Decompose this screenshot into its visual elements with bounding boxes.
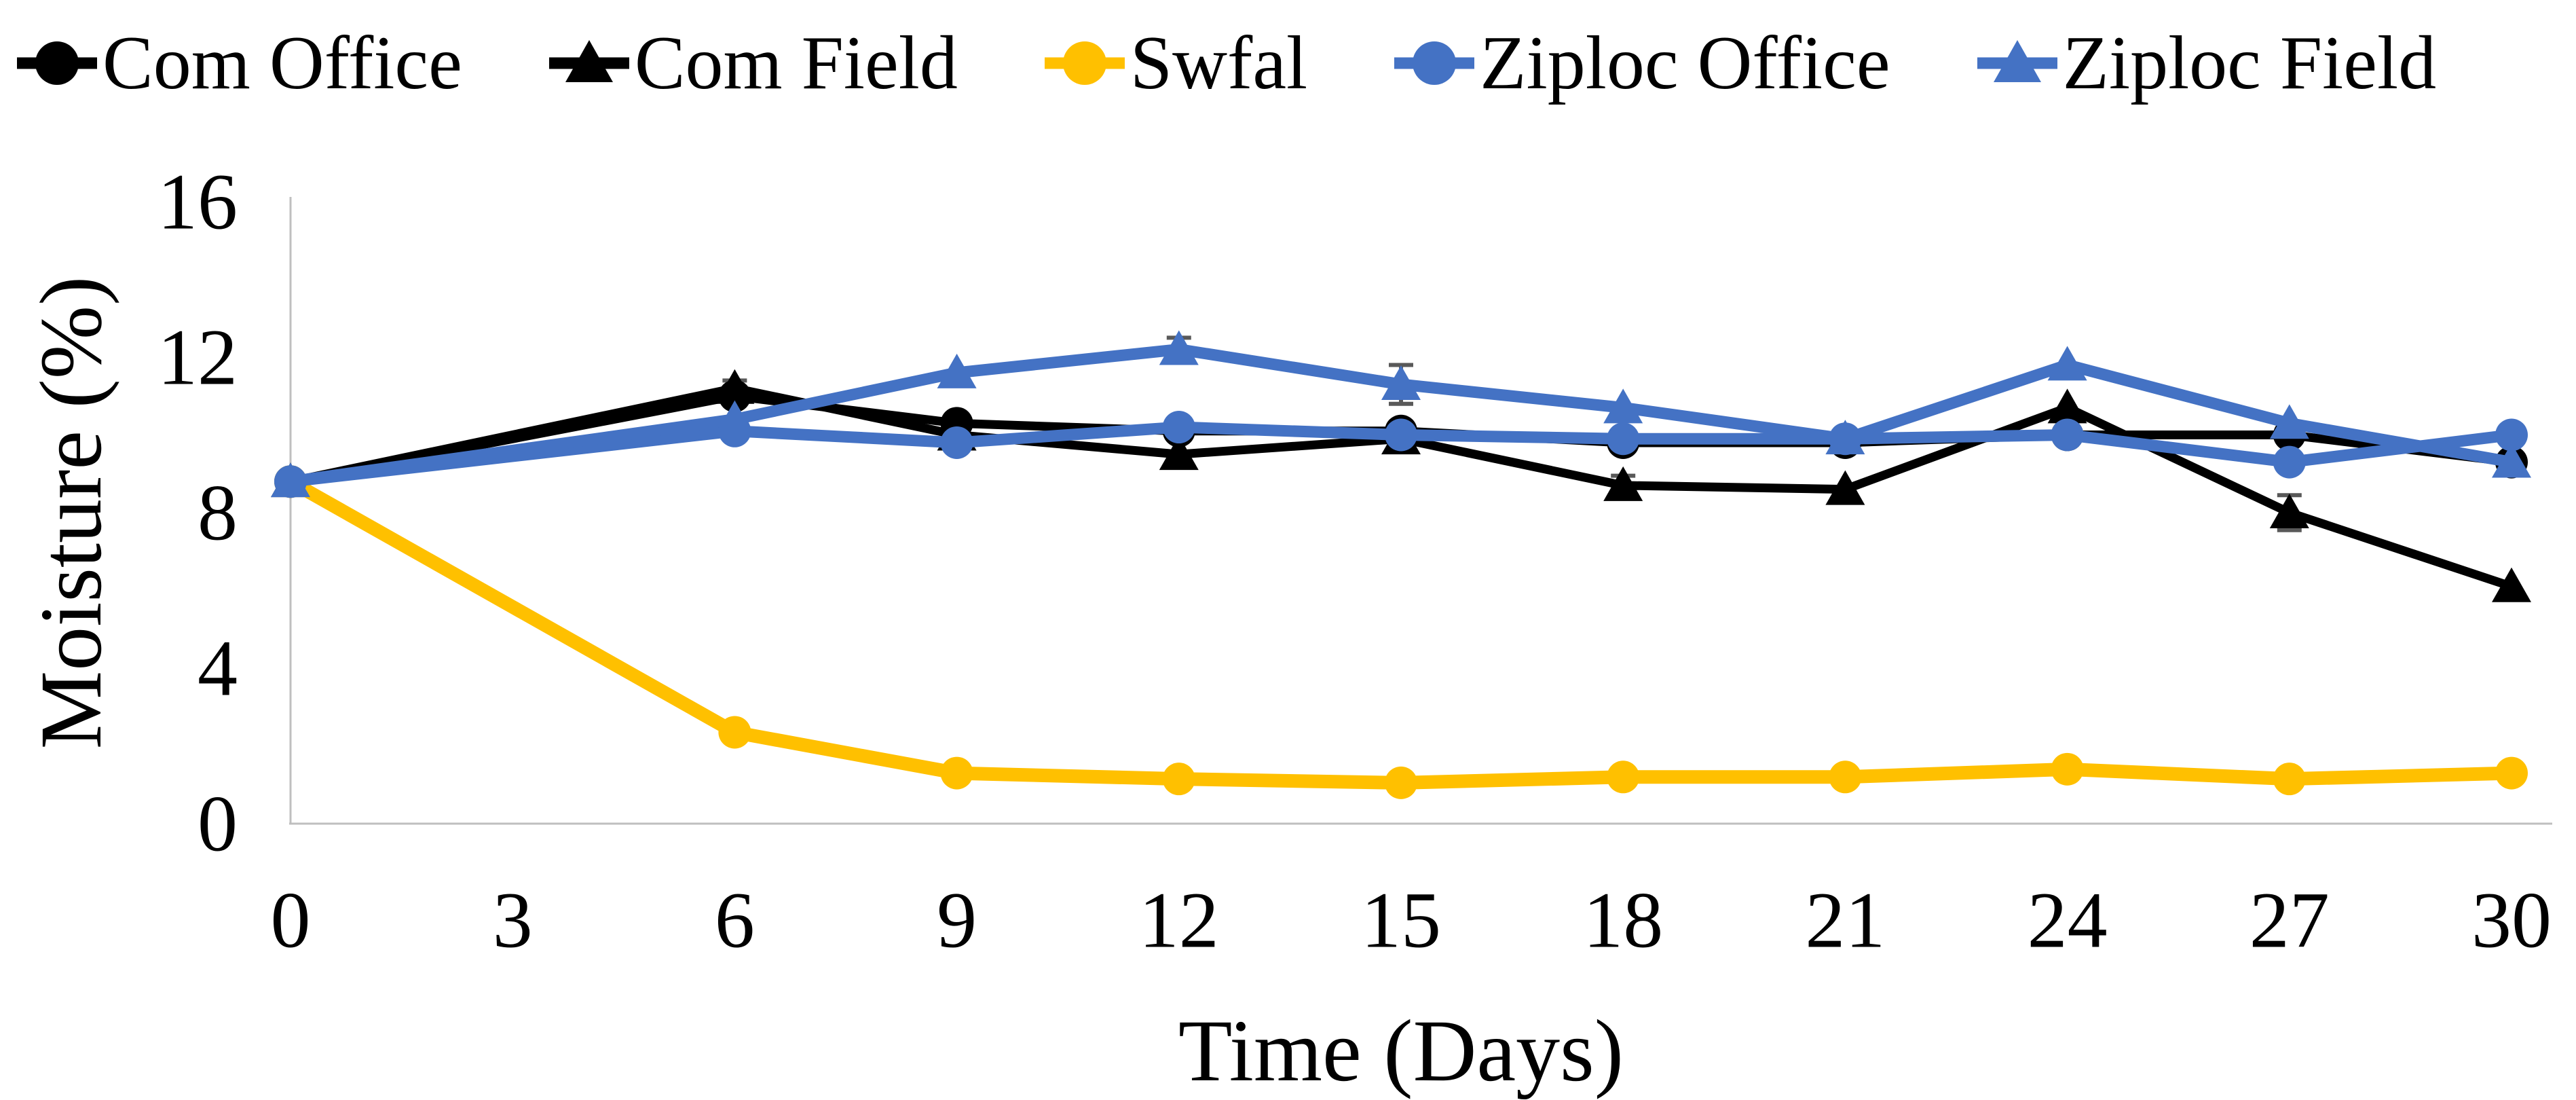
y-tick-label: 12 [157, 313, 238, 402]
legend-item-ziploc-field: Ziploc Field [1977, 21, 2437, 105]
legend-marker-circle-icon [1394, 41, 1475, 85]
legend-label: Ziploc Office [1480, 21, 1890, 105]
series-line-ziploc-office [290, 421, 2513, 488]
legend-marker-triangle-icon [548, 40, 629, 82]
data-point-circle [1385, 766, 1417, 799]
data-point-circle [718, 716, 751, 749]
legend-item-swfal: Swfal [1044, 21, 1308, 105]
legend-label: Swfal [1130, 21, 1308, 105]
y-tick-label: 4 [198, 624, 238, 713]
data-point-circle [1162, 411, 1195, 444]
x-tick-label: 0 [271, 876, 311, 965]
legend-marker-circle-icon [17, 41, 97, 85]
x-tick-label: 15 [1361, 876, 1441, 965]
data-point-triangle [2269, 494, 2309, 528]
data-point-triangle [1381, 365, 1421, 401]
data-point-triangle [2269, 404, 2309, 439]
data-point-triangle [1159, 435, 1199, 471]
x-tick-label: 12 [1139, 876, 1219, 965]
x-tick-label: 24 [2028, 876, 2108, 965]
series-line-swfal [287, 475, 2512, 790]
data-point-circle [1385, 418, 1417, 452]
y-tick-label: 16 [157, 158, 238, 246]
x-tick-label: 6 [715, 876, 755, 965]
legend-label: Com Field [634, 21, 958, 105]
chart-legend: Com Office Com Field Swfal Ziploc Office Zip… [17, 12, 2436, 114]
data-point-triangle [937, 353, 977, 388]
data-point-triangle [1825, 420, 1865, 455]
data-point-triangle [1603, 388, 1643, 424]
legend-marker-triangle-icon [1977, 40, 2057, 82]
data-point-circle [2495, 418, 2528, 452]
y-tick-label: 0 [198, 780, 238, 868]
data-point-circle [2273, 763, 2306, 796]
x-tick-label: 3 [493, 876, 533, 965]
data-point-triangle [2492, 567, 2531, 602]
data-point-circle [1829, 760, 1862, 794]
x-tick-label: 18 [1583, 876, 1663, 965]
data-point-triangle [1159, 330, 1199, 365]
y-tick-label: 8 [198, 469, 238, 557]
data-point-triangle [715, 400, 755, 435]
legend-item-ziploc-office: Ziploc Office [1394, 25, 1890, 101]
data-point-triangle [1603, 466, 1643, 501]
x-tick-label: 21 [1805, 876, 1885, 965]
legend-item-com-field: Com Field [548, 21, 958, 105]
data-point-triangle [271, 462, 310, 498]
data-point-circle [940, 426, 973, 459]
data-point-triangle [715, 369, 755, 404]
data-point-circle [1162, 763, 1195, 796]
data-point-circle [1607, 422, 1640, 456]
y-axis-title: Moisture (%) [22, 276, 120, 750]
data-point-triangle [2047, 388, 2087, 424]
legend-label: Com Office [102, 21, 462, 105]
data-point-triangle [2492, 443, 2531, 478]
data-point-circle [2495, 756, 2528, 790]
series-line-ziploc-field [289, 344, 2513, 488]
legend-label: Ziploc Field [2062, 21, 2437, 105]
data-point-circle [2051, 418, 2084, 452]
data-point-triangle [1825, 470, 1865, 505]
data-point-circle [2051, 752, 2084, 786]
x-tick-label: 30 [2471, 876, 2552, 965]
data-point-triangle [2047, 346, 2087, 381]
data-point-circle [2273, 445, 2306, 479]
x-axis-title: Time (Days) [1178, 1002, 1624, 1100]
series-line-com-field [289, 384, 2514, 591]
legend-item-com-office: Com Office [17, 25, 462, 101]
x-tick-label: 27 [2250, 876, 2330, 965]
data-point-circle [1607, 760, 1640, 794]
legend-marker-circle-icon [1044, 41, 1125, 85]
data-point-circle [940, 756, 973, 790]
x-tick-label: 9 [937, 876, 977, 965]
